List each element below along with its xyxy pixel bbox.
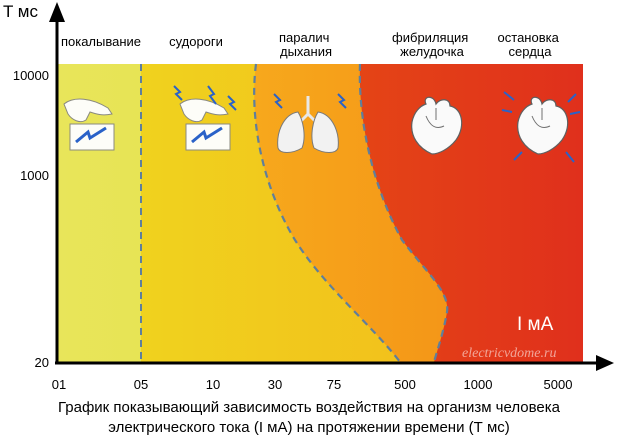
x-tick-label: 10 <box>206 377 220 392</box>
x-tick-labels: 01 05 10 30 75 500 1000 5000 <box>52 377 573 392</box>
x-axis-title: I мА <box>517 314 554 335</box>
x-tick-label: 30 <box>268 377 282 392</box>
x-axis-arrow <box>596 355 614 371</box>
y-tick-label: 1000 <box>20 168 49 183</box>
y-axis-title: T мс <box>3 2 38 21</box>
x-tick-label: 75 <box>327 377 341 392</box>
x-tick-label: 1000 <box>464 377 493 392</box>
y-tick-label: 20 <box>35 355 49 370</box>
y-tick-label: 10000 <box>13 68 49 83</box>
zone-label-breathing-paralysis: паралич дыхания <box>279 30 333 59</box>
zone-label-cramps: судороги <box>169 34 223 49</box>
hand-shock-icon <box>63 98 115 151</box>
zone-label-tingling: покалывание <box>61 34 141 49</box>
lungs-icon <box>273 93 347 153</box>
x-tick-label: 01 <box>52 377 66 392</box>
current-time-chart: покалывание судороги паралич дыхания фиб… <box>3 2 614 392</box>
y-axis-arrow <box>49 2 65 22</box>
zone-label-fibrillation: фибриляция желудочка <box>392 30 472 59</box>
x-tick-label: 5000 <box>544 377 573 392</box>
y-tick-labels: 10000 1000 20 <box>13 68 49 370</box>
heart-stop-icon <box>501 91 581 163</box>
watermark: electricvdome.ru <box>462 346 556 361</box>
boundary-line-2 <box>253 63 401 363</box>
x-tick-label: 05 <box>134 377 148 392</box>
caption-line-2: электрического тока (I мА) на протяжении… <box>108 419 510 436</box>
hand-strong-shock-icon <box>173 85 237 151</box>
caption-line-1: График показывающий зависимость воздейст… <box>57 399 560 416</box>
zone-label-cardiac-arrest: остановка сердца <box>498 30 563 59</box>
boundary-line-3 <box>358 63 449 363</box>
x-tick-label: 500 <box>394 377 416 392</box>
chart-caption: График показывающий зависимость воздейст… <box>0 398 618 438</box>
heart-icon <box>411 96 463 155</box>
